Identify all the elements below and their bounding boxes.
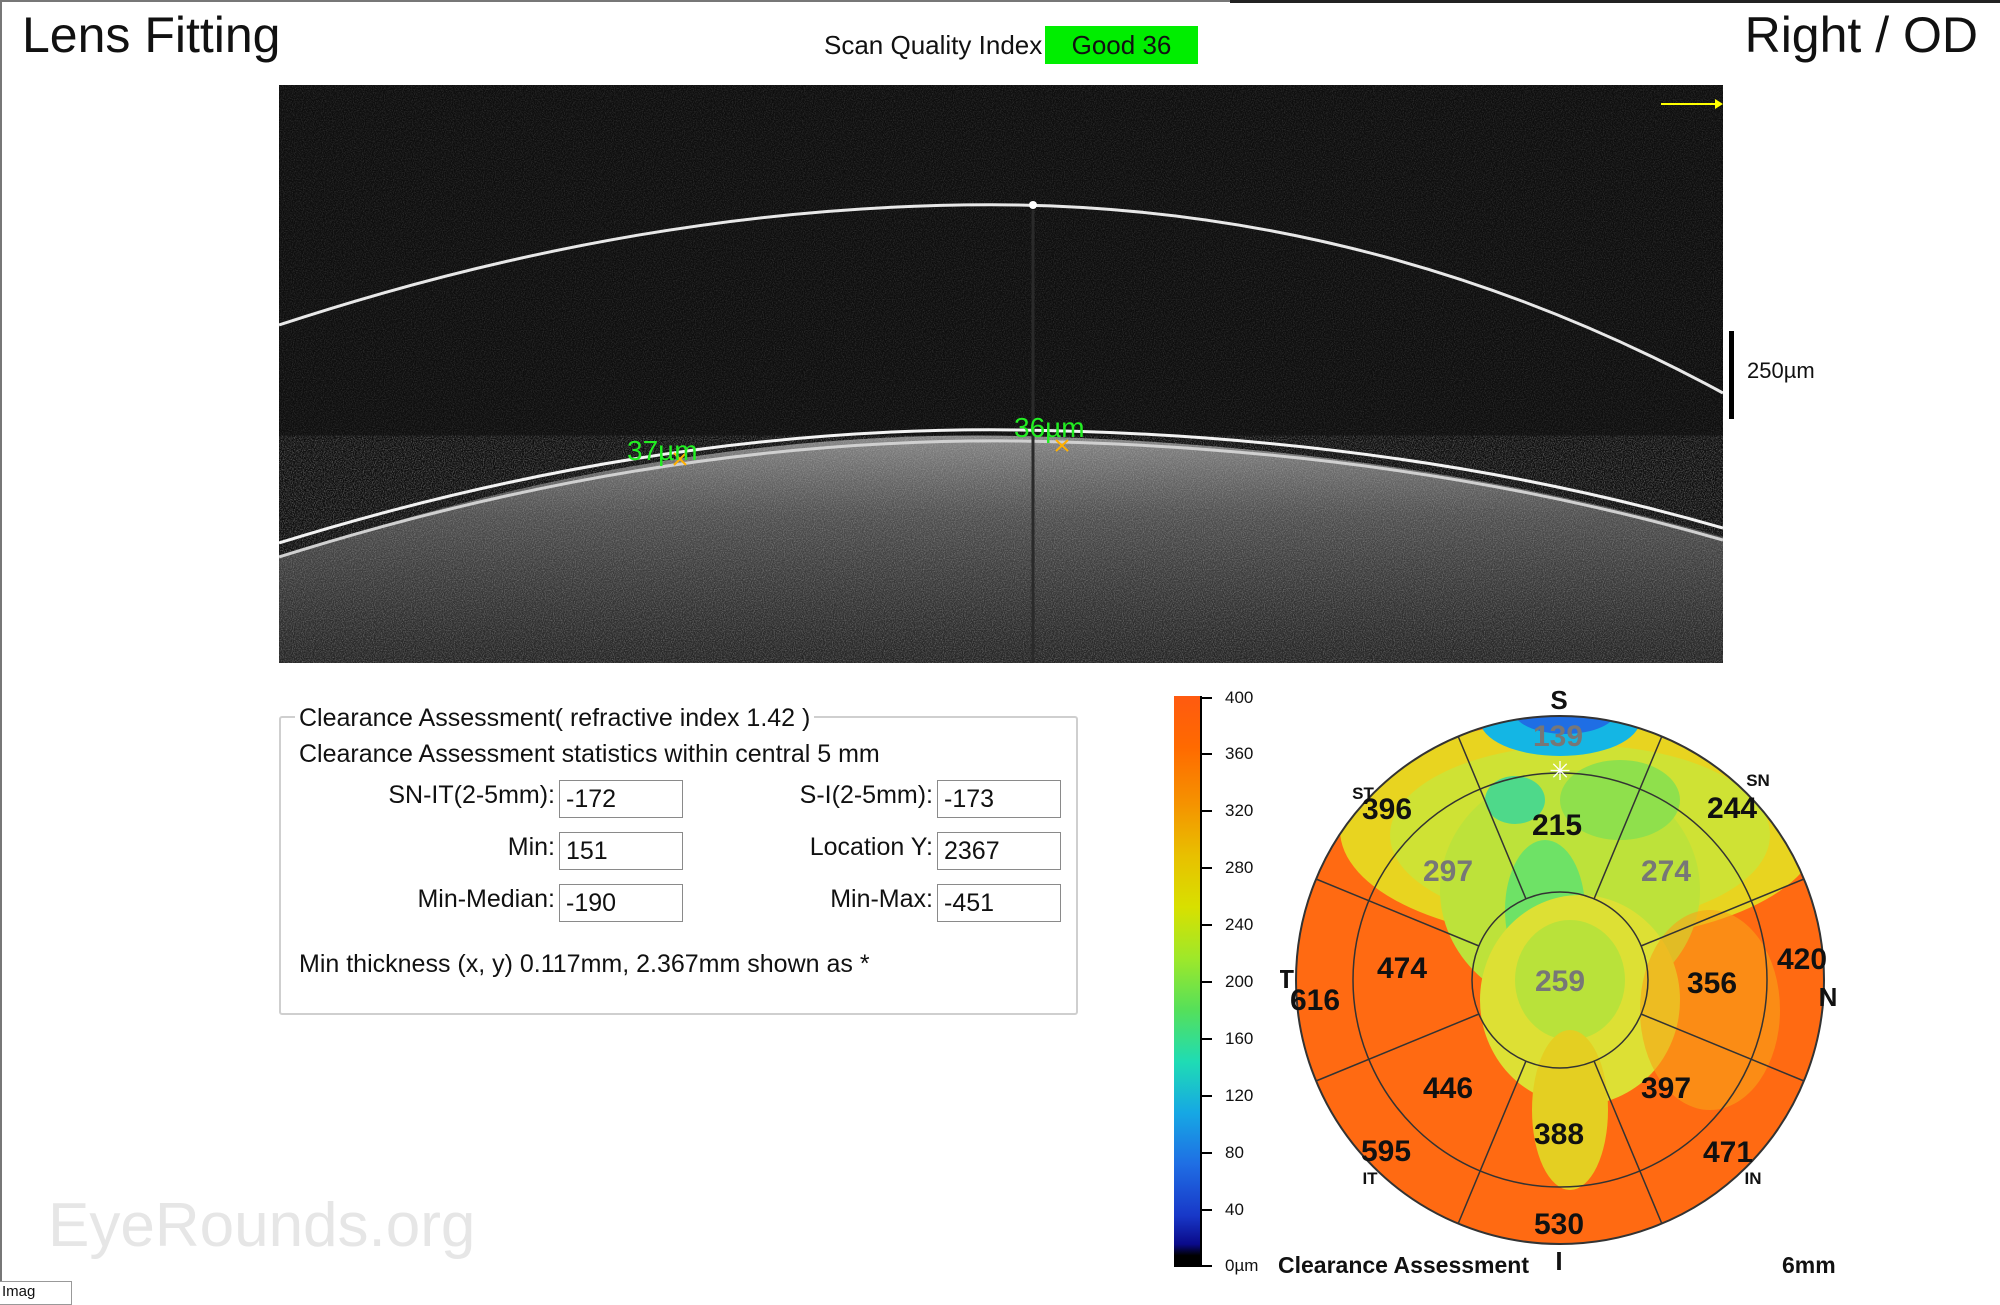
sn-it-label: SN-IT(2-5mm): — [388, 781, 555, 809]
map-fill — [1296, 716, 1824, 1244]
location-y-field[interactable]: 2367 — [937, 832, 1061, 870]
value-inner-n: 356 — [1687, 967, 1737, 1000]
watermark: EyeRounds.org — [48, 1191, 476, 1260]
page-title: Lens Fitting — [22, 7, 281, 63]
scale-tick-label: 240 — [1225, 915, 1254, 934]
value-inner-t: 474 — [1377, 952, 1427, 985]
s-i-label: S-I(2-5mm): — [799, 781, 933, 809]
direction-in: IN — [1745, 1169, 1762, 1188]
sn-it-field[interactable]: -172 — [559, 780, 683, 818]
scale-tick — [1202, 924, 1212, 926]
direction-n: N — [1819, 982, 1838, 1012]
color-scale-bar — [1174, 696, 1200, 1267]
value-center: 259 — [1535, 965, 1585, 998]
min-max-label: Min-Max: — [830, 885, 933, 913]
clearance-map: ✳ 259 215 274 356 397 388 446 474 297 13… — [1280, 685, 1838, 1276]
direction-s: S — [1550, 685, 1567, 715]
scale-bar-label: 250µm — [1747, 358, 1815, 383]
scale-tick-label: 40 — [1225, 1200, 1244, 1219]
scale-tick-label: 120 — [1225, 1086, 1254, 1105]
value-inner-st: 297 — [1423, 855, 1473, 888]
value-outer-i: 530 — [1534, 1208, 1584, 1241]
value-inner-i: 388 — [1534, 1118, 1584, 1151]
clearance-panel: Clearance Assessment( refractive index 1… — [279, 704, 1078, 1015]
min-field[interactable]: 151 — [559, 832, 683, 870]
scale-tick — [1202, 1209, 1212, 1211]
scale-tick — [1202, 810, 1212, 812]
scale-tick — [1202, 1265, 1212, 1267]
lens-posterior-surface — [279, 428, 1723, 545]
map-middle-ring — [1352, 772, 1768, 1188]
measurement-label-2: 36µm — [1014, 412, 1085, 443]
measurement-label-1: 37µm — [627, 435, 698, 466]
color-scale-axis — [1200, 696, 1202, 1267]
scale-tick-label: 0µm — [1225, 1256, 1259, 1275]
min-label: Min: — [507, 833, 555, 861]
lens-anterior-surface — [279, 203, 1723, 395]
value-inner-it: 446 — [1423, 1072, 1473, 1105]
scan-quality-badge: Good 36 — [1045, 26, 1198, 64]
map-inner-ring — [1471, 891, 1649, 1069]
cornea-tissue-texture — [279, 435, 1723, 663]
scale-tick-label: 360 — [1225, 744, 1254, 763]
value-inner-in: 397 — [1641, 1072, 1691, 1105]
scale-tick-label: 200 — [1225, 972, 1254, 991]
value-outer-sn: 244 — [1707, 792, 1757, 825]
value-outer-in: 471 — [1703, 1136, 1753, 1169]
scan-direction-arrowhead — [1715, 99, 1723, 109]
scale-tick-label: 280 — [1225, 858, 1254, 877]
scale-tick — [1202, 1038, 1212, 1040]
cornea-anterior-surface — [279, 439, 1723, 559]
min-median-label: Min-Median: — [417, 885, 555, 913]
scale-tick — [1202, 1152, 1212, 1154]
top-edge-bar — [1230, 0, 2000, 3]
direction-st: ST — [1352, 784, 1374, 803]
value-outer-t: 616 — [1290, 984, 1340, 1017]
scale-tick — [1202, 697, 1212, 699]
scale-tick — [1202, 1095, 1212, 1097]
value-inner-s: 215 — [1532, 809, 1582, 842]
s-i-field[interactable]: -173 — [937, 780, 1061, 818]
panel-title: Clearance Assessment( refractive index 1… — [295, 704, 815, 733]
value-outer-s: 139 — [1533, 720, 1583, 753]
value-outer-st: 396 — [1362, 793, 1412, 826]
direction-i: I — [1555, 1246, 1562, 1276]
scale-tick — [1202, 867, 1212, 869]
map-outer-ring — [1295, 715, 1825, 1245]
direction-sn: SN — [1746, 771, 1770, 790]
location-y-label: Location Y: — [809, 833, 933, 861]
value-outer-it: 595 — [1361, 1135, 1411, 1168]
scale-tick-label: 80 — [1225, 1143, 1244, 1162]
scale-tick — [1202, 981, 1212, 983]
direction-it: IT — [1362, 1169, 1378, 1188]
map-scale-label: 6mm — [1782, 1252, 1836, 1278]
scale-bar — [1729, 331, 1734, 419]
min-max-field[interactable]: -451 — [937, 884, 1061, 922]
scale-tick-label: 320 — [1225, 801, 1254, 820]
panel-subtitle: Clearance Assessment statistics within c… — [299, 740, 880, 768]
scale-tick-label: 160 — [1225, 1029, 1254, 1048]
scale-tick — [1202, 753, 1212, 755]
map-caption: Clearance Assessment — [1278, 1252, 1530, 1278]
scale-tick-label: 400 — [1225, 688, 1254, 707]
direction-t: T — [1280, 964, 1294, 994]
measure-marker-1b — [673, 452, 687, 466]
oct-scan-image: 37µm 36µm — [279, 85, 1723, 663]
value-inner-sn: 274 — [1641, 855, 1691, 888]
map-sector-lines — [1315, 735, 1805, 1225]
eye-side-label: Right / OD — [1744, 7, 1978, 63]
min-thickness-marker: ✳ — [1549, 756, 1571, 786]
image-tab[interactable]: Imag — [0, 1281, 72, 1305]
min-thickness-note: Min thickness (x, y) 0.117mm, 2.367mm sh… — [299, 950, 870, 978]
apex-reflection — [1029, 201, 1037, 209]
min-median-field[interactable]: -190 — [559, 884, 683, 922]
scan-quality-label: Scan Quality Index — [824, 30, 1043, 60]
measure-marker-2b — [1055, 439, 1069, 452]
value-outer-n: 420 — [1777, 943, 1827, 976]
